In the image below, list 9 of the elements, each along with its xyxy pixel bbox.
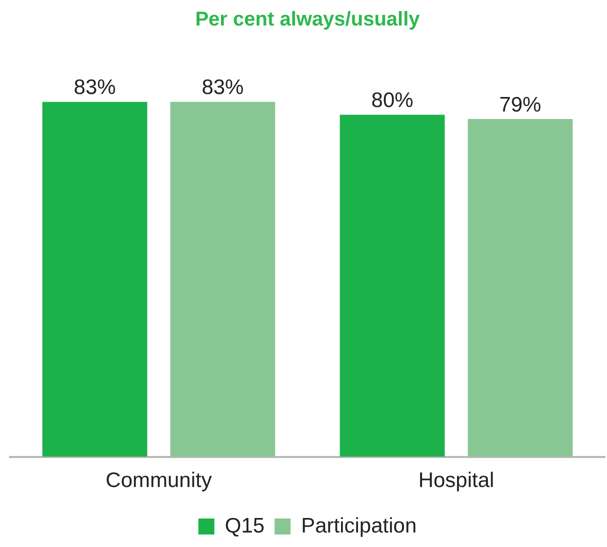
data-label: 83% [202,76,244,100]
legend-label: Q15 [224,514,265,538]
legend-label: Participation [301,514,417,538]
data-label: 80% [371,89,414,112]
data-label: 83% [74,76,116,100]
x-tick-label: Hospital [418,469,494,492]
chart-title: Per cent always/usually [195,8,421,31]
x-tick-label: Community [106,469,212,492]
data-label: 79% [499,93,542,116]
